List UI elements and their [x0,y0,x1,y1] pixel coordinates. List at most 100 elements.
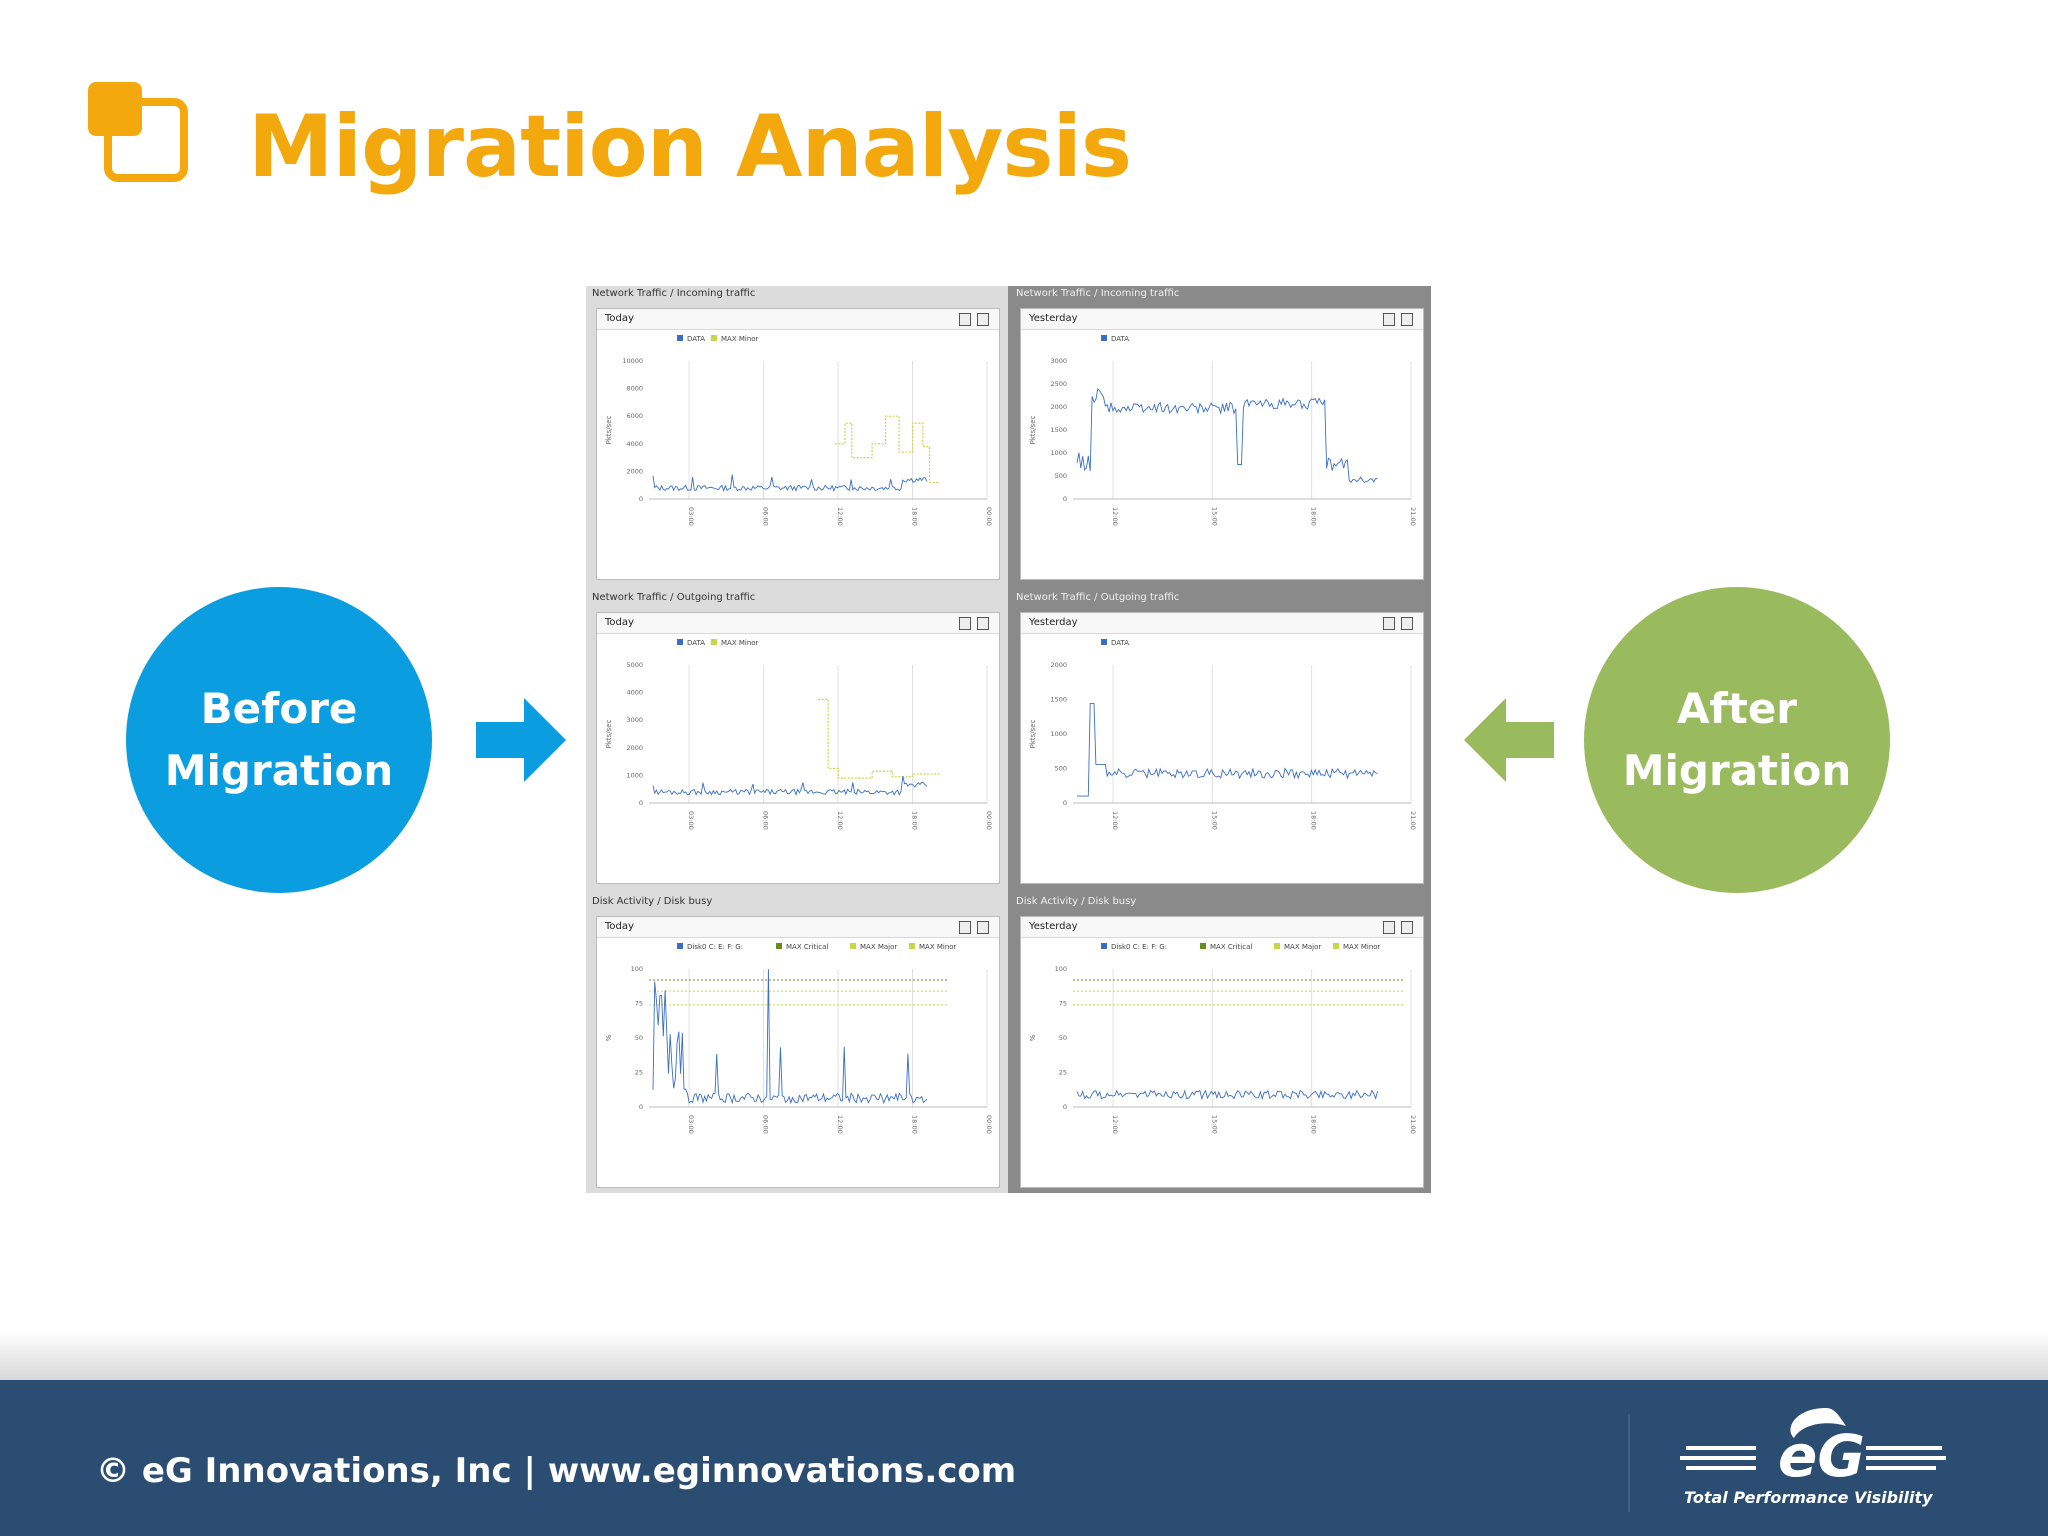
y-tick-label: 3000 [1050,357,1067,365]
x-tick-label: 03:00 [687,811,695,830]
export-icon[interactable] [1383,921,1395,934]
data-series-line [1076,1089,1379,1101]
tab-label: Yesterday [1029,921,1078,932]
y-tick-label: 100 [631,965,643,973]
y-tick-label: 3000 [626,716,643,724]
page-title: Migration Analysis [248,97,1132,197]
legend-swatch [677,639,683,645]
y-tick-label: 4000 [626,440,643,448]
x-tick-label: 00:00 [985,1115,993,1134]
y-tick-label: 1000 [1050,730,1067,738]
detail-icon[interactable] [977,313,989,326]
x-tick-label: 15:00 [1210,811,1218,830]
arrow-left-icon [1464,698,1554,782]
data-series-line [1077,703,1378,797]
legend-label: MAX Minor [721,639,759,647]
tab-label: Yesterday [1029,617,1078,628]
chart-panel-incoming-after: Network Traffic / Incoming traffic Yeste… [1010,286,1430,588]
x-tick-label: 18:00 [911,811,919,830]
detail-icon[interactable] [1401,921,1413,934]
chart-tab[interactable]: Yesterday [1021,917,1423,938]
x-tick-label: 18:00 [1310,1115,1318,1134]
detail-icon[interactable] [977,617,989,630]
chart-tab[interactable]: Yesterday [1021,613,1423,634]
y-tick-label: 0 [639,495,643,503]
y-tick-label: 50 [635,1034,643,1042]
legend-label: MAX Major [860,943,897,951]
panel-heading: Disk Activity / Disk busy [592,896,713,907]
detail-icon[interactable] [977,921,989,934]
panel-heading: Network Traffic / Outgoing traffic [592,592,756,603]
legend-swatch [711,639,717,645]
x-tick-label: 21:00 [1409,1115,1417,1134]
x-tick-label: 12:00 [1111,507,1119,526]
y-tick-label: 50 [1059,1034,1067,1042]
chart-tab[interactable]: Yesterday [1021,309,1423,330]
chart-card: Yesterday DATA Pkts/sec 3000 2500 2000 1500 10… [1020,308,1424,580]
detail-icon[interactable] [1401,617,1413,630]
line-chart: DATA Pkts/sec 2000 1500 1000 500 0 12:00 15:00 18… [1029,639,1417,830]
panel-heading: Network Traffic / Incoming traffic [1016,288,1180,299]
legend-label: MAX Critical [1210,943,1252,951]
y-tick-label: 500 [1055,472,1067,480]
y-tick-label: 1500 [1050,426,1067,434]
legend-swatch [1101,943,1107,949]
chart-tab[interactable]: Today [597,613,999,634]
y-tick-label: 1500 [1050,696,1067,704]
chart-panel-disk-after: Disk Activity / Disk busy Yesterday Disk… [1010,894,1430,1196]
legend-label: DATA [1111,335,1129,343]
svg-text:eG: eG [1778,1422,1865,1490]
line-chart: DATA MAX Minor Pkts/sec 10000 8000 6000 4000 20… [605,335,993,526]
x-tick-label: 03:00 [687,1115,695,1134]
chart-card: Today DATA MAX Minor Pkts/sec 10000 8000 6000… [596,308,1000,580]
y-tick-label: 500 [1055,765,1067,773]
line-chart: DATA Pkts/sec 3000 2500 2000 1500 1000 500 0 12:0… [1029,335,1417,526]
export-icon[interactable] [959,921,971,934]
y-axis-label: % [1029,1034,1037,1041]
legend-label: DATA [687,335,705,343]
export-icon[interactable] [1383,617,1395,630]
chart-card: Today DATA MAX Minor Pkts/sec 5000 4000 3000 2… [596,612,1000,884]
y-tick-label: 0 [1063,799,1067,807]
x-tick-label: 06:00 [762,811,770,830]
arrow-right-icon [476,698,566,782]
legend-swatch [1333,943,1339,949]
panel-heading: Network Traffic / Incoming traffic [592,288,756,299]
legend-label: Disk0 C: E: F: G: [1111,943,1167,951]
x-tick-label: 00:00 [985,507,993,526]
y-tick-label: 2000 [626,744,643,752]
threshold-line [818,698,940,779]
chart-panel-outgoing-before: Network Traffic / Outgoing traffic Today… [586,590,1006,892]
chart-card: Today Disk0 C: E: F: G: MAX Critical MAX M… [596,916,1000,1188]
logo-tagline: Total Performance Visibility [1684,1488,1933,1507]
legend-swatch [677,335,683,341]
line-chart: Disk0 C: E: F: G: MAX Critical MAX Major MA… [605,943,993,1134]
legend-label: MAX Minor [721,335,759,343]
x-tick-label: 00:00 [985,811,993,830]
line-chart: Disk0 C: E: F: G: MAX Critical MAX Major MA… [1029,943,1417,1134]
x-tick-label: 18:00 [1310,507,1318,526]
x-tick-label: 12:00 [836,507,844,526]
footer-divider [1628,1414,1630,1512]
y-tick-label: 75 [635,1000,643,1008]
x-tick-label: 06:00 [762,507,770,526]
export-icon[interactable] [1383,313,1395,326]
legend-label: MAX Major [1284,943,1321,951]
chart-tab[interactable]: Today [597,309,999,330]
x-tick-label: 03:00 [687,507,695,526]
chart-tab[interactable]: Today [597,917,999,938]
y-tick-label: 8000 [626,385,643,393]
y-tick-label: 100 [1055,965,1067,973]
y-tick-label: 2000 [1050,403,1067,411]
detail-icon[interactable] [1401,313,1413,326]
data-series-line [652,474,928,493]
footer-shadow [0,1330,2048,1380]
export-icon[interactable] [959,313,971,326]
legend-label: DATA [1111,639,1129,647]
export-icon[interactable] [959,617,971,630]
y-tick-label: 10000 [622,357,643,365]
legend-label: DATA [687,639,705,647]
tab-label: Today [605,313,634,324]
x-tick-label: 12:00 [1111,811,1119,830]
threshold-line [834,415,940,484]
